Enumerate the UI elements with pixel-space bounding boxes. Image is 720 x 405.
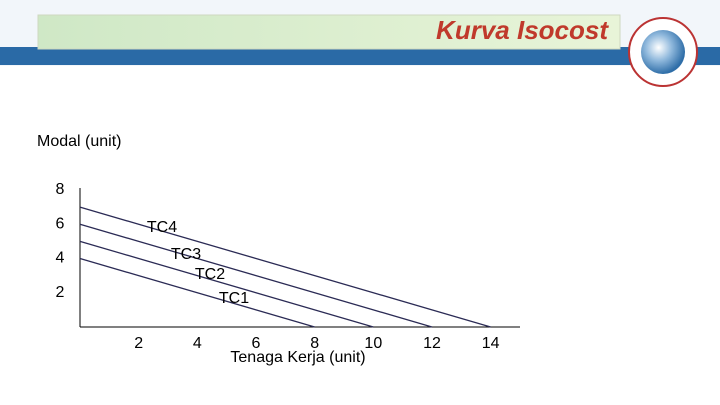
- series-label: TC3: [171, 246, 201, 263]
- x-tick-label: 8: [310, 335, 319, 352]
- series-label: TC1: [219, 290, 249, 307]
- x-tick-label: 10: [364, 335, 382, 352]
- x-tick-label: 14: [482, 335, 500, 352]
- x-axis-label: Tenaga Kerja (unit): [230, 349, 365, 366]
- isocost-line: [79, 223, 433, 328]
- x-tick-label: 6: [252, 335, 261, 352]
- globe-icon: [641, 30, 685, 74]
- x-tick-label: 12: [423, 335, 441, 352]
- chart-title: Kurva Isocost: [436, 15, 609, 45]
- y-tick-label: 2: [56, 284, 65, 301]
- y-axis-label: Modal (unit): [37, 133, 121, 150]
- series-label: TC2: [195, 266, 225, 283]
- series-label: TC4: [147, 219, 177, 236]
- title-box: [37, 14, 621, 50]
- isocost-line: [79, 206, 491, 328]
- x-tick-label: 2: [134, 335, 143, 352]
- isocost-line: [79, 240, 374, 328]
- y-tick-label: 6: [56, 215, 65, 232]
- x-tick-label: 4: [193, 335, 202, 352]
- header-stripe: [0, 47, 720, 65]
- isocost-line: [79, 257, 315, 328]
- y-tick-label: 4: [56, 250, 65, 267]
- y-tick-label: 8: [56, 181, 65, 198]
